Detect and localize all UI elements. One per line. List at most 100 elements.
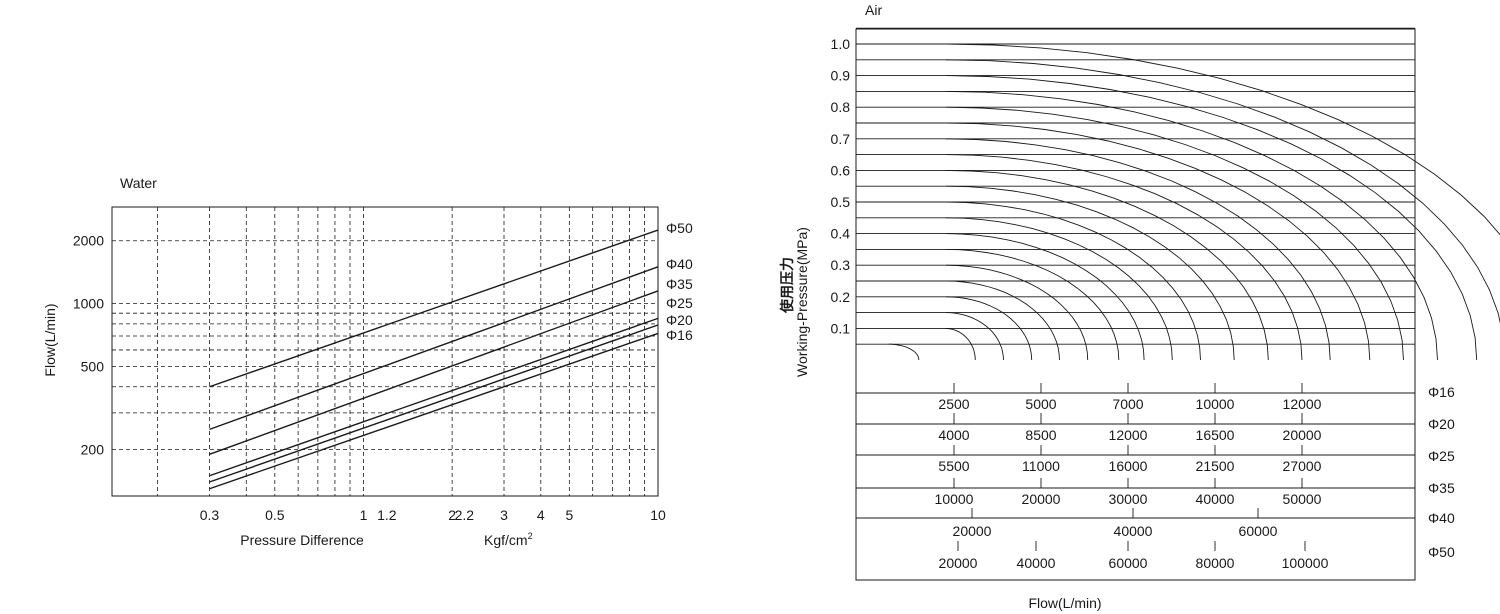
air-scale-label: 20000 [953, 523, 992, 539]
air-y-tick-label: 0.4 [831, 226, 851, 242]
water-x-tick-label: 1.2 [377, 507, 397, 523]
air-flow-curve [945, 59, 1500, 324]
air-scale-label: 27000 [1283, 458, 1322, 474]
air-flow-curve [945, 264, 1089, 361]
water-x-axis-label: Pressure Difference [240, 532, 364, 548]
air-y-tick-label: 0.6 [831, 162, 851, 178]
water-x-tick-label: 3 [500, 507, 508, 523]
air-scale-label: 60000 [1109, 555, 1148, 571]
water-series-label: Φ16 [666, 327, 693, 343]
air-scale-name: Φ40 [1428, 510, 1455, 526]
air-flow-curve [945, 43, 1500, 236]
air-y-tick-label: 0.8 [831, 99, 851, 115]
air-scale-label: 5500 [938, 458, 969, 474]
air-scale-name: Φ50 [1428, 544, 1455, 560]
air-flow-curve [945, 280, 1060, 361]
air-scale-label: 40000 [1196, 491, 1235, 507]
water-series-line [209, 229, 659, 388]
air-scale-name: Φ20 [1428, 416, 1455, 432]
air-y-tick-label: 0.7 [831, 131, 851, 147]
air-y-tick-label: 0.9 [831, 68, 851, 84]
air-scale-label: 20000 [1022, 491, 1061, 507]
water-y-axis-label: Flow(L/min) [42, 303, 58, 376]
air-y-tick-label: 0.3 [831, 257, 851, 273]
water-gridlines [112, 207, 658, 496]
air-scale-label: 20000 [939, 555, 978, 571]
water-series-label: Φ40 [666, 256, 693, 272]
water-series-label: Φ25 [666, 295, 693, 311]
water-series-label: Φ20 [666, 312, 693, 328]
air-flow-curve [945, 138, 1331, 361]
air-scale-label: 10000 [1196, 396, 1235, 412]
air-chart: Air 0.1 0.2 0.3 0.4 0.5 0.6 0.7 0.8 0.9 1.0 Φ16 25… [779, 2, 1500, 611]
water-y-tick-label: 1000 [73, 296, 104, 312]
air-chart-frame [855, 28, 1416, 581]
air-scale-label: 11000 [1022, 458, 1060, 474]
air-scale-name: Φ25 [1428, 448, 1455, 464]
water-series-line [209, 266, 659, 431]
water-series-line [209, 290, 659, 455]
air-y-tick-label: 0.5 [831, 194, 851, 210]
water-series-label: Φ35 [666, 276, 693, 292]
water-y-tick-label: 2000 [73, 233, 104, 249]
water-series-label: Φ50 [666, 220, 693, 236]
air-chart-title: Air [865, 2, 882, 18]
air-scale-label: 40000 [1114, 523, 1153, 539]
air-flow-curves [888, 43, 1500, 361]
water-x-tick-labels: 0.3 0.5 1 1.2 22.2 3 4 5 10 [200, 507, 666, 523]
water-plot-frame [111, 206, 659, 497]
air-scale-label: 20000 [1283, 427, 1322, 443]
air-flow-curve [945, 327, 976, 360]
air-flow-curve [945, 106, 1404, 361]
water-x-unit-base: Kgf/cm [484, 532, 528, 548]
air-flow-curve [945, 233, 1145, 361]
air-y-tick-label: 0.2 [831, 289, 851, 305]
air-flow-curve [945, 90, 1438, 361]
water-x-tick-label: 2 [448, 507, 456, 523]
air-flow-curve [945, 122, 1371, 361]
water-y-tick-labels: 200 500 1000 2000 [73, 233, 104, 458]
water-x-tick-label: 10 [650, 507, 666, 523]
air-scale-label: 50000 [1283, 491, 1322, 507]
air-scale-label: 40000 [1017, 555, 1056, 571]
air-scale-label: 7000 [1112, 396, 1143, 412]
water-x-tick-label: 5 [565, 507, 573, 523]
air-scale-label: 30000 [1109, 491, 1148, 507]
air-flow-curve [945, 154, 1303, 361]
air-scale-label: 4000 [938, 427, 969, 443]
water-x-tick-label: 4 [537, 507, 545, 523]
water-y-tick-label: 200 [81, 442, 105, 458]
water-x-unit-label: Kgf/cm2 [484, 531, 533, 548]
water-x-tick-label: 2.2 [455, 507, 475, 523]
air-scale-label: 16500 [1196, 427, 1235, 443]
air-flow-curve [888, 343, 920, 361]
water-x-unit-exponent: 2 [528, 531, 533, 541]
air-scale-label: 21500 [1196, 458, 1235, 474]
air-y-axis-label: Working-Pressure(MPa) [794, 227, 810, 377]
air-scale-name: Φ16 [1428, 384, 1455, 400]
air-flow-conversion-scales: Φ16 2500 5000 7000 10000 12000 Φ20 4000 8500 1200… [856, 383, 1455, 571]
air-scale-label: 10000 [935, 491, 974, 507]
air-flow-curve [945, 185, 1235, 361]
air-scale-label: 5000 [1025, 396, 1056, 412]
air-scale-label: 60000 [1239, 523, 1278, 539]
air-scale-label: 80000 [1196, 555, 1235, 571]
water-series-lines [209, 229, 659, 490]
water-series-line [209, 324, 659, 483]
water-chart-title: Water [120, 175, 157, 191]
air-y-tick-labels: 0.1 0.2 0.3 0.4 0.5 0.6 0.7 0.8 0.9 1.0 [831, 36, 851, 336]
water-y-tick-label: 500 [81, 359, 105, 375]
air-scale-name: Φ35 [1428, 480, 1455, 496]
air-flow-curve [945, 312, 1004, 361]
air-flow-curve [945, 201, 1201, 361]
air-scale-label: 16000 [1109, 458, 1148, 474]
air-flow-curve [945, 217, 1173, 361]
air-y-tick-label: 1.0 [831, 36, 851, 52]
water-x-tick-label: 0.3 [200, 507, 220, 523]
air-flow-curve [945, 169, 1269, 361]
air-flow-curve [945, 248, 1120, 361]
water-series-line [209, 317, 659, 477]
